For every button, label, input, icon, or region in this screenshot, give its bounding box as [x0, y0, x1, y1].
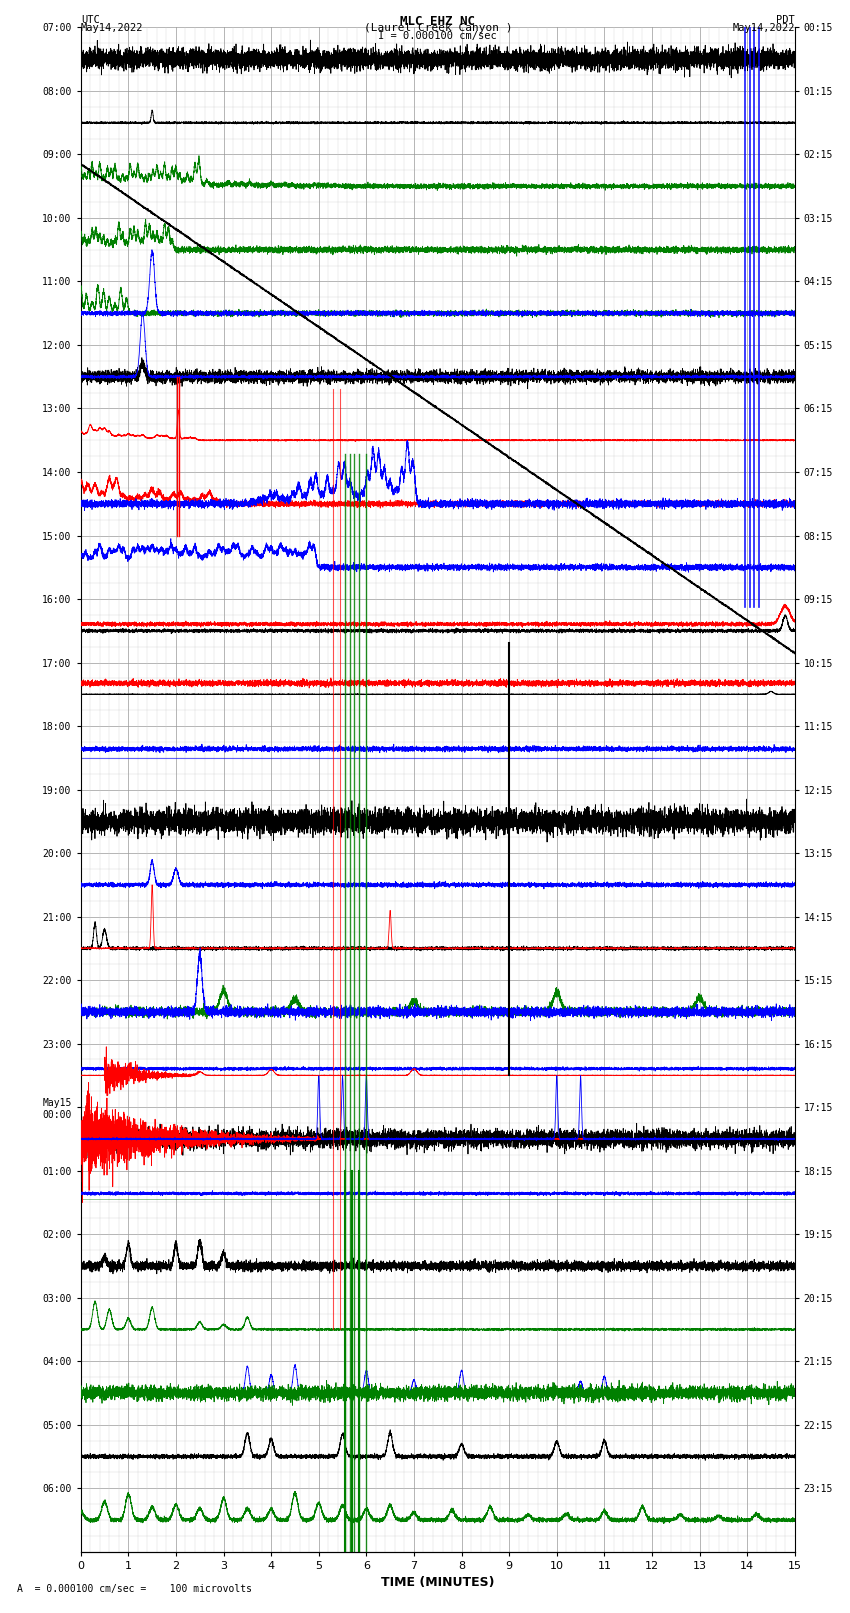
X-axis label: TIME (MINUTES): TIME (MINUTES) — [381, 1576, 495, 1589]
Text: (Laurel Creek Canyon ): (Laurel Creek Canyon ) — [364, 23, 512, 32]
Text: I = 0.000100 cm/sec: I = 0.000100 cm/sec — [378, 31, 497, 40]
Text: A  = 0.000100 cm/sec =    100 microvolts: A = 0.000100 cm/sec = 100 microvolts — [17, 1584, 252, 1594]
Text: May14,2022: May14,2022 — [81, 23, 144, 32]
Text: PDT: PDT — [776, 15, 795, 24]
Text: UTC: UTC — [81, 15, 99, 24]
Text: MLC EHZ NC: MLC EHZ NC — [400, 15, 475, 27]
Text: May14,2022: May14,2022 — [732, 23, 795, 32]
